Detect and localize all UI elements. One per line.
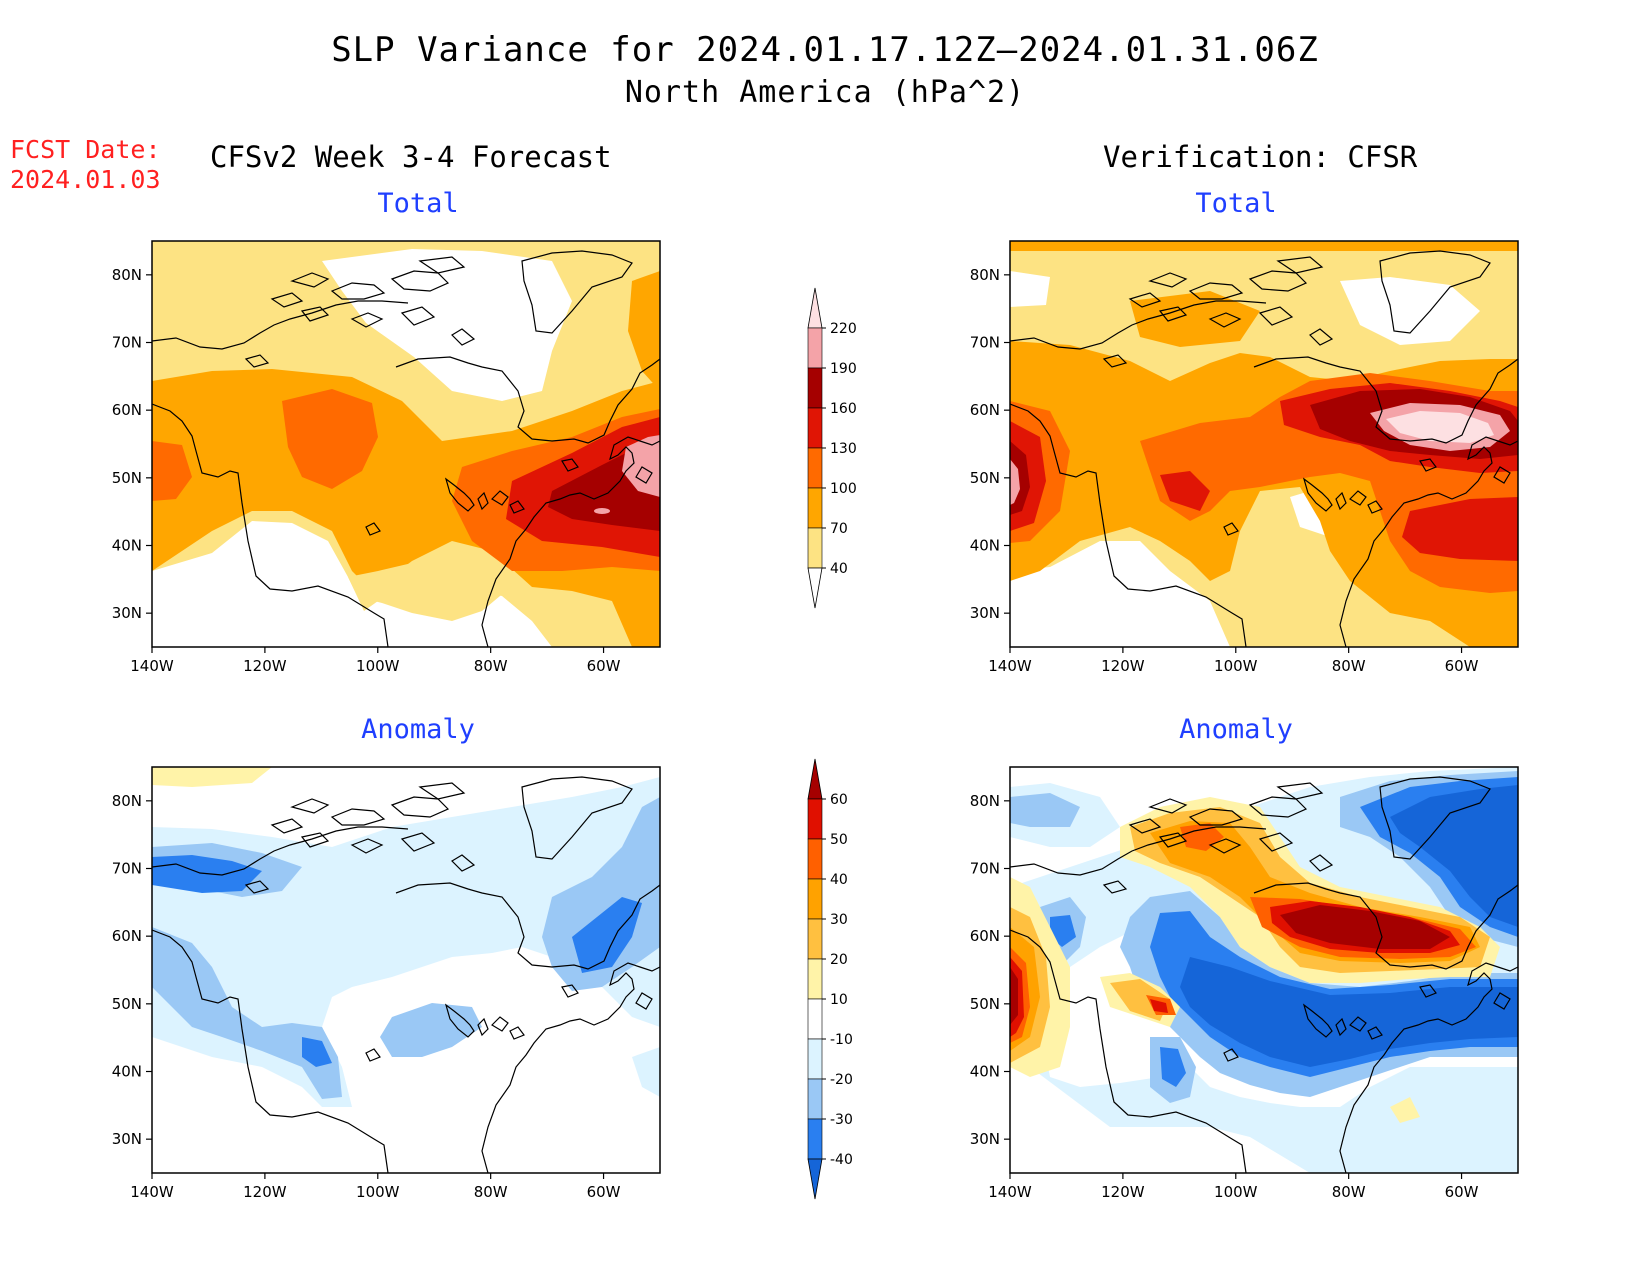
lat-tick-label: 40N: [112, 537, 142, 555]
anomaly-colorbar-swatch: [807, 998, 823, 1040]
lon-tick-label: 120W: [1101, 657, 1145, 675]
lon-tick-label: 60W: [587, 1183, 621, 1201]
anomaly-colorbar-swatch: [807, 1038, 823, 1080]
lon-tick-label: 80W: [1332, 657, 1366, 675]
total-colorbar-label: 40: [830, 561, 848, 577]
total-colorbar-swatch: [807, 367, 823, 409]
anomaly-colorbar-swatch: [807, 798, 823, 840]
total-colorbar-label: 70: [830, 521, 848, 537]
anomaly-colorbar-label: 50: [830, 832, 848, 848]
lat-tick-label: 50N: [112, 995, 142, 1013]
forecast-anomaly-title: Anomaly: [361, 714, 475, 745]
lon-tick-label: 100W: [1214, 1183, 1258, 1201]
lon-tick-label: 60W: [1445, 1183, 1479, 1201]
forecast-date-value: 2024.01.03: [10, 165, 161, 194]
anomaly-colorbar-swatch: [807, 1118, 823, 1160]
anomaly-colorbar-label: -10: [830, 1032, 853, 1048]
anomaly-colorbar-label: 20: [830, 952, 848, 968]
lat-tick-label: 70N: [112, 334, 142, 352]
anomaly-colorbar-swatch: [807, 918, 823, 960]
lat-tick-label: 50N: [970, 469, 1000, 487]
lat-tick-label: 60N: [112, 401, 142, 419]
lon-tick-label: 100W: [356, 657, 400, 675]
total-colorbar-swatch: [807, 487, 823, 529]
lon-tick-label: 140W: [130, 657, 174, 675]
lat-tick-label: 80N: [970, 266, 1000, 284]
lat-tick-label: 70N: [970, 860, 1000, 878]
colorbars: 40 70 100 130 160 190 220 -40 -30 -20 -10 10 20 30 40 5…: [807, 287, 857, 1200]
lon-tick-label: 80W: [474, 1183, 508, 1201]
verification-total-title: Total: [1195, 188, 1277, 219]
anomaly-colorbar-swatch: [807, 878, 823, 920]
verification-anomaly-title: Anomaly: [1179, 714, 1293, 745]
lon-tick-label: 120W: [243, 1183, 287, 1201]
lon-tick-label: 60W: [1445, 657, 1479, 675]
lat-tick-label: 60N: [970, 401, 1000, 419]
lon-tick-label: 80W: [474, 657, 508, 675]
lat-tick-label: 30N: [970, 604, 1000, 622]
forecast-total-title: Total: [377, 188, 459, 219]
anomaly-colorbar-label: 10: [830, 992, 848, 1008]
anomaly-colorbar-label: -40: [830, 1152, 853, 1168]
lon-tick-label: 120W: [243, 657, 287, 675]
verification-column-title: Verification: CFSR: [1103, 140, 1418, 174]
forecast-total-map: [152, 241, 660, 647]
total-colorbar-label: 130: [830, 441, 857, 457]
lon-tick-label: 140W: [988, 657, 1032, 675]
lat-tick-label: 40N: [970, 537, 1000, 555]
lat-tick-label: 30N: [112, 604, 142, 622]
lat-tick-label: 30N: [112, 1130, 142, 1148]
lon-tick-label: 140W: [130, 1183, 174, 1201]
lon-tick-label: 80W: [1332, 1183, 1366, 1201]
lon-tick-label: 100W: [356, 1183, 400, 1201]
forecast-column-title: CFSv2 Week 3-4 Forecast: [210, 140, 612, 174]
total-colorbar-swatch: [807, 527, 823, 569]
total-colorbar-swatch: [807, 327, 823, 369]
lat-tick-label: 30N: [970, 1130, 1000, 1148]
anomaly-colorbar-swatch: [807, 1078, 823, 1120]
total-colorbar-label: 160: [830, 401, 857, 417]
lat-tick-label: 60N: [970, 927, 1000, 945]
total-colorbar-swatch: [807, 407, 823, 449]
lat-tick-label: 80N: [112, 792, 142, 810]
lat-tick-label: 80N: [970, 792, 1000, 810]
forecast-anomaly-map: [152, 767, 660, 1173]
anomaly-colorbar-swatch: [807, 958, 823, 1000]
total-colorbar-swatch: [807, 447, 823, 489]
total-colorbar-label: 220: [830, 321, 857, 337]
anomaly-colorbar-label: -20: [830, 1072, 853, 1088]
lon-tick-label: 60W: [587, 657, 621, 675]
lat-tick-label: 50N: [970, 995, 1000, 1013]
lat-tick-label: 80N: [112, 266, 142, 284]
lon-tick-label: 120W: [1101, 1183, 1145, 1201]
lat-tick-label: 40N: [112, 1063, 142, 1081]
lat-tick-label: 70N: [112, 860, 142, 878]
anomaly-colorbar-swatch: [807, 1158, 823, 1200]
lon-tick-label: 100W: [1214, 657, 1258, 675]
anomaly-colorbar-label: 40: [830, 872, 848, 888]
anomaly-colorbar-label: 60: [830, 792, 848, 808]
total-colorbar-label: 100: [830, 481, 857, 497]
verification-total-map: [1010, 241, 1518, 647]
axis-labels: 80N 70N 60N 50N 40N 30N 140W 120W 100W 80W 60W 80N 7…: [112, 266, 1479, 1201]
main-title: SLP Variance for 2024.01.17.12Z—2024.01.…: [331, 30, 1319, 70]
lat-tick-label: 40N: [970, 1063, 1000, 1081]
total-colorbar-label: 190: [830, 361, 857, 377]
lat-tick-label: 70N: [970, 334, 1000, 352]
anomaly-colorbar-swatch: [807, 838, 823, 880]
anomaly-colorbar-swatch: [807, 758, 823, 800]
verification-anomaly-map: [1010, 767, 1518, 1173]
lat-tick-label: 50N: [112, 469, 142, 487]
lon-tick-label: 140W: [988, 1183, 1032, 1201]
total-colorbar-swatch: [807, 567, 823, 609]
anomaly-colorbar-label: -30: [830, 1112, 853, 1128]
sub-title: North America (hPa^2): [624, 75, 1026, 110]
total-colorbar-swatch: [807, 287, 823, 329]
lat-tick-label: 60N: [112, 927, 142, 945]
anomaly-colorbar-label: 30: [830, 912, 848, 928]
forecast-date-label: FCST Date:: [10, 135, 161, 164]
